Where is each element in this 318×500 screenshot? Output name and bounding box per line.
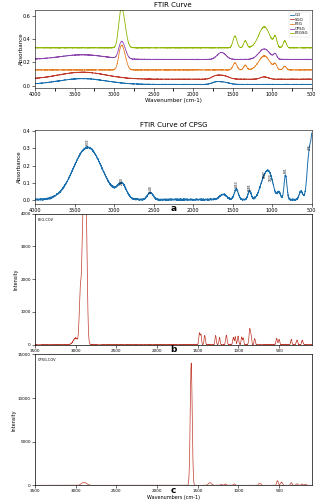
Y-axis label: Absorbance: Absorbance [17, 150, 22, 183]
Text: PEG-COV: PEG-COV [38, 218, 54, 222]
Text: b: b [170, 345, 176, 354]
CPSG [193, 57, 197, 63]
Y-axis label: Intensity: Intensity [14, 268, 19, 290]
PEGSG [151, 45, 155, 51]
CPSG [310, 56, 314, 62]
Text: 1097: 1097 [262, 170, 266, 178]
GO [77, 76, 81, 82]
Y-axis label: Absorbance: Absorbance [19, 32, 24, 66]
SGO [82, 69, 86, 75]
Y-axis label: Intensity: Intensity [11, 409, 17, 430]
Text: 1453: 1453 [234, 180, 238, 188]
PEGSG [310, 45, 314, 51]
CPSG [120, 38, 124, 44]
SGO [304, 76, 308, 82]
CPSG [65, 52, 68, 59]
SGO [275, 76, 279, 82]
X-axis label: Wavenumbers (cm-1): Wavenumbers (cm-1) [147, 354, 200, 359]
Text: 476: 476 [308, 144, 311, 150]
SGO [33, 76, 37, 82]
SGO [139, 76, 143, 82]
Text: 3333: 3333 [86, 139, 90, 146]
PEGSG [139, 45, 143, 51]
GO [139, 82, 143, 87]
Line: PEGSG: PEGSG [35, 8, 312, 48]
PEGSG [33, 44, 37, 51]
PEGSG [81, 45, 85, 51]
Line: SGO: SGO [35, 72, 312, 80]
PEG [139, 67, 143, 73]
PEG [182, 68, 185, 73]
GO [274, 82, 278, 87]
PEG [81, 67, 85, 73]
PEG [151, 66, 155, 72]
Line: GO: GO [35, 78, 312, 85]
CPSG [81, 52, 85, 58]
X-axis label: Wavenumber (cm-1): Wavenumber (cm-1) [145, 214, 202, 220]
PEG [65, 67, 68, 73]
PEGSG [304, 45, 308, 51]
PEG [310, 67, 314, 73]
SGO [65, 71, 68, 77]
Text: 831: 831 [283, 168, 287, 173]
GO [81, 76, 85, 82]
Text: 2540: 2540 [149, 185, 152, 192]
X-axis label: Wavenumber (cm-1): Wavenumber (cm-1) [145, 98, 202, 103]
GO [65, 77, 68, 83]
Title: FTIR Curve of CPSG: FTIR Curve of CPSG [140, 122, 207, 128]
Text: a: a [170, 204, 176, 214]
GO [304, 82, 308, 87]
SGO [192, 76, 196, 82]
PEGSG [65, 45, 68, 51]
CPSG [275, 52, 279, 58]
CPSG [139, 56, 143, 62]
Text: CPSG-COV: CPSG-COV [38, 358, 56, 362]
PEGSG [275, 36, 279, 43]
PEG [120, 42, 124, 48]
SGO [81, 69, 85, 75]
SGO [151, 76, 155, 82]
Title: FTIR Curve: FTIR Curve [155, 2, 192, 8]
PEG [275, 62, 279, 68]
PEGSG [175, 45, 179, 51]
Text: 1023: 1023 [268, 174, 272, 182]
SGO [310, 76, 314, 82]
CPSG [151, 56, 155, 62]
Text: c: c [171, 486, 176, 494]
GO [310, 82, 314, 87]
Line: PEG: PEG [35, 45, 312, 70]
CPSG [304, 56, 308, 62]
Legend: GO, SGO, PEG, CPSG, PEGSG: GO, SGO, PEG, CPSG, PEGSG [289, 12, 310, 36]
PEGSG [120, 4, 123, 10]
CPSG [33, 56, 37, 62]
Text: 1285: 1285 [248, 184, 252, 191]
GO [151, 82, 155, 87]
PEG [33, 67, 37, 73]
GO [33, 80, 37, 86]
Text: 2900: 2900 [120, 177, 124, 185]
X-axis label: Wavenumbers (cm-1): Wavenumbers (cm-1) [147, 495, 200, 500]
GO [305, 82, 309, 88]
Line: CPSG: CPSG [35, 41, 312, 60]
PEG [304, 67, 308, 73]
